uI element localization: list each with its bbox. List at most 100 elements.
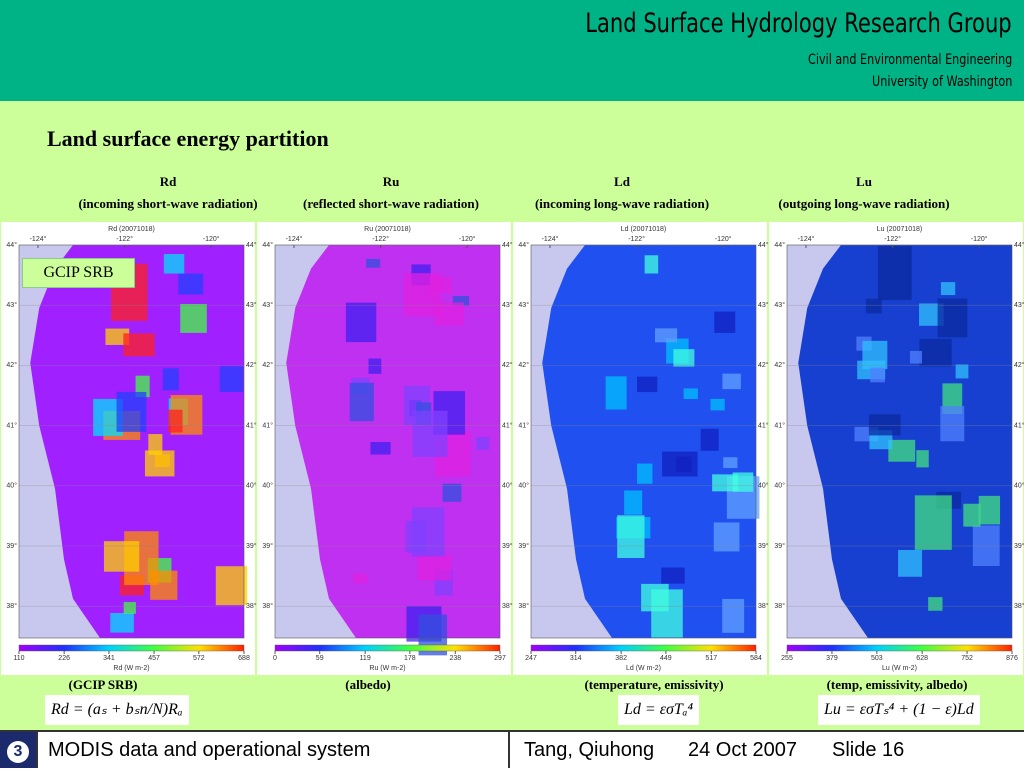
- colorbar-unit: Rd (W m-2): [113, 665, 149, 672]
- map-patch: [103, 541, 140, 572]
- map-patch: [163, 253, 185, 274]
- colorbar-tick-label: 457: [148, 655, 160, 662]
- lon-tick-label: -122°: [116, 235, 133, 243]
- lon-tick-label: -120°: [203, 235, 220, 243]
- colorbar-unit: Ld (W m-2): [626, 665, 661, 672]
- map-patch: [452, 296, 470, 306]
- map-patch: [123, 333, 155, 357]
- lat-tick-label: 41°: [1014, 421, 1024, 429]
- footer-number-cell: 3: [0, 732, 38, 768]
- map-patch: [937, 298, 968, 338]
- lat-tick-label: 42°: [502, 361, 513, 369]
- map-title: Ld (20071018): [621, 226, 667, 233]
- map-patch: [366, 258, 381, 268]
- lat-tick-label: 38°: [518, 602, 529, 610]
- map-patch: [162, 368, 179, 391]
- map-land: [542, 245, 756, 638]
- map-patch: [110, 612, 134, 633]
- lat-tick-label: 39°: [262, 542, 273, 550]
- map-patch: [714, 311, 736, 333]
- map-patch: [919, 303, 944, 326]
- colorbar-tick-label: 247: [525, 655, 537, 662]
- formula: Lu = εσTₛ⁴ + (1 − ε)Ld: [818, 695, 980, 725]
- lat-tick-label: 39°: [246, 542, 257, 550]
- lon-tick-label: -124°: [286, 235, 303, 243]
- lat-tick-label: 43°: [246, 301, 257, 309]
- colorbar-tick-label: 59: [316, 655, 324, 662]
- colorbar-tick-label: 572: [193, 655, 205, 662]
- column-symbol: Rd: [159, 174, 177, 189]
- colorbar-tick-label: 517: [705, 655, 717, 662]
- lon-tick-label: -124°: [798, 235, 815, 243]
- map-patch: [116, 391, 147, 432]
- lat-tick-label: 44°: [502, 241, 513, 249]
- map-patch: [345, 302, 377, 343]
- column-description: (outgoing long-wave radiation): [778, 196, 950, 211]
- map-patch: [637, 376, 658, 393]
- lat-tick-label: 44°: [262, 241, 273, 249]
- map-patch: [862, 340, 888, 370]
- map-patch: [870, 367, 885, 383]
- lat-tick-label: 44°: [1014, 241, 1024, 249]
- lon-tick-label: -120°: [971, 235, 988, 243]
- lat-tick-label: 43°: [6, 301, 17, 309]
- lat-tick-label: 43°: [1014, 301, 1024, 309]
- map-patch: [919, 338, 952, 367]
- map-patch: [888, 439, 916, 462]
- map-patch: [368, 358, 382, 374]
- lat-tick-label: 38°: [1014, 602, 1024, 610]
- lat-tick-label: 42°: [758, 361, 769, 369]
- colorbar-tick-label: 449: [660, 655, 672, 662]
- map-patch: [624, 490, 643, 515]
- lat-tick-label: 40°: [502, 482, 513, 490]
- colorbar-unit: Lu (W m-2): [882, 665, 917, 672]
- lon-tick-label: -122°: [884, 235, 901, 243]
- column-note: (GCIP SRB): [68, 677, 138, 692]
- colorbar: [274, 644, 501, 652]
- colorbar-tick-label: 297: [494, 655, 506, 662]
- lat-tick-label: 39°: [1014, 542, 1024, 550]
- lat-tick-label: 43°: [518, 301, 529, 309]
- map-patch: [676, 456, 692, 472]
- map-land: [286, 245, 500, 638]
- column-description: (incoming short-wave radiation): [78, 196, 258, 211]
- lat-tick-label: 41°: [518, 421, 529, 429]
- lat-tick-label: 39°: [6, 542, 17, 550]
- lon-tick-label: -120°: [459, 235, 476, 243]
- lat-tick-label: 39°: [774, 542, 785, 550]
- slide-title: Land surface energy partition: [47, 126, 329, 151]
- header: Land Surface Hydrology Research Group Ci…: [0, 0, 1024, 101]
- lat-tick-label: 40°: [246, 482, 257, 490]
- lat-tick-label: 38°: [758, 602, 769, 610]
- colorbar-tick-label: 238: [449, 655, 461, 662]
- map-patch: [877, 246, 912, 301]
- colorbar-tick-label: 110: [13, 655, 24, 662]
- column-symbol: Lu: [856, 174, 872, 189]
- lat-tick-label: 41°: [6, 421, 17, 429]
- lat-tick-label: 39°: [758, 542, 769, 550]
- map-patch: [644, 255, 659, 274]
- lat-tick-label: 42°: [1014, 361, 1024, 369]
- map-patch: [713, 522, 740, 552]
- lon-tick-label: -120°: [715, 235, 732, 243]
- lat-tick-label: 42°: [518, 361, 529, 369]
- map-patch: [605, 376, 627, 410]
- map-patch: [898, 550, 923, 577]
- lat-tick-label: 39°: [518, 542, 529, 550]
- colorbar-tick-label: 178: [404, 655, 416, 662]
- map-patch: [712, 474, 739, 492]
- map-patch: [865, 298, 882, 314]
- lat-tick-label: 38°: [502, 602, 513, 610]
- map-title: Lu (20071018): [877, 226, 923, 233]
- colorbar-tick-label: 226: [58, 655, 70, 662]
- map-patch: [673, 349, 695, 367]
- header-subtitle: Civil and Environmental Engineering: [807, 52, 1012, 68]
- column-note: (temp, emissivity, albedo): [826, 677, 968, 692]
- map-patch: [219, 366, 244, 392]
- map-patch: [972, 525, 1000, 566]
- footer: 3 MODIS data and operational system Tang…: [0, 730, 1024, 770]
- lon-tick-label: -122°: [372, 235, 389, 243]
- colorbar: [530, 644, 757, 652]
- map-patch: [411, 507, 445, 557]
- map-patch: [434, 302, 465, 326]
